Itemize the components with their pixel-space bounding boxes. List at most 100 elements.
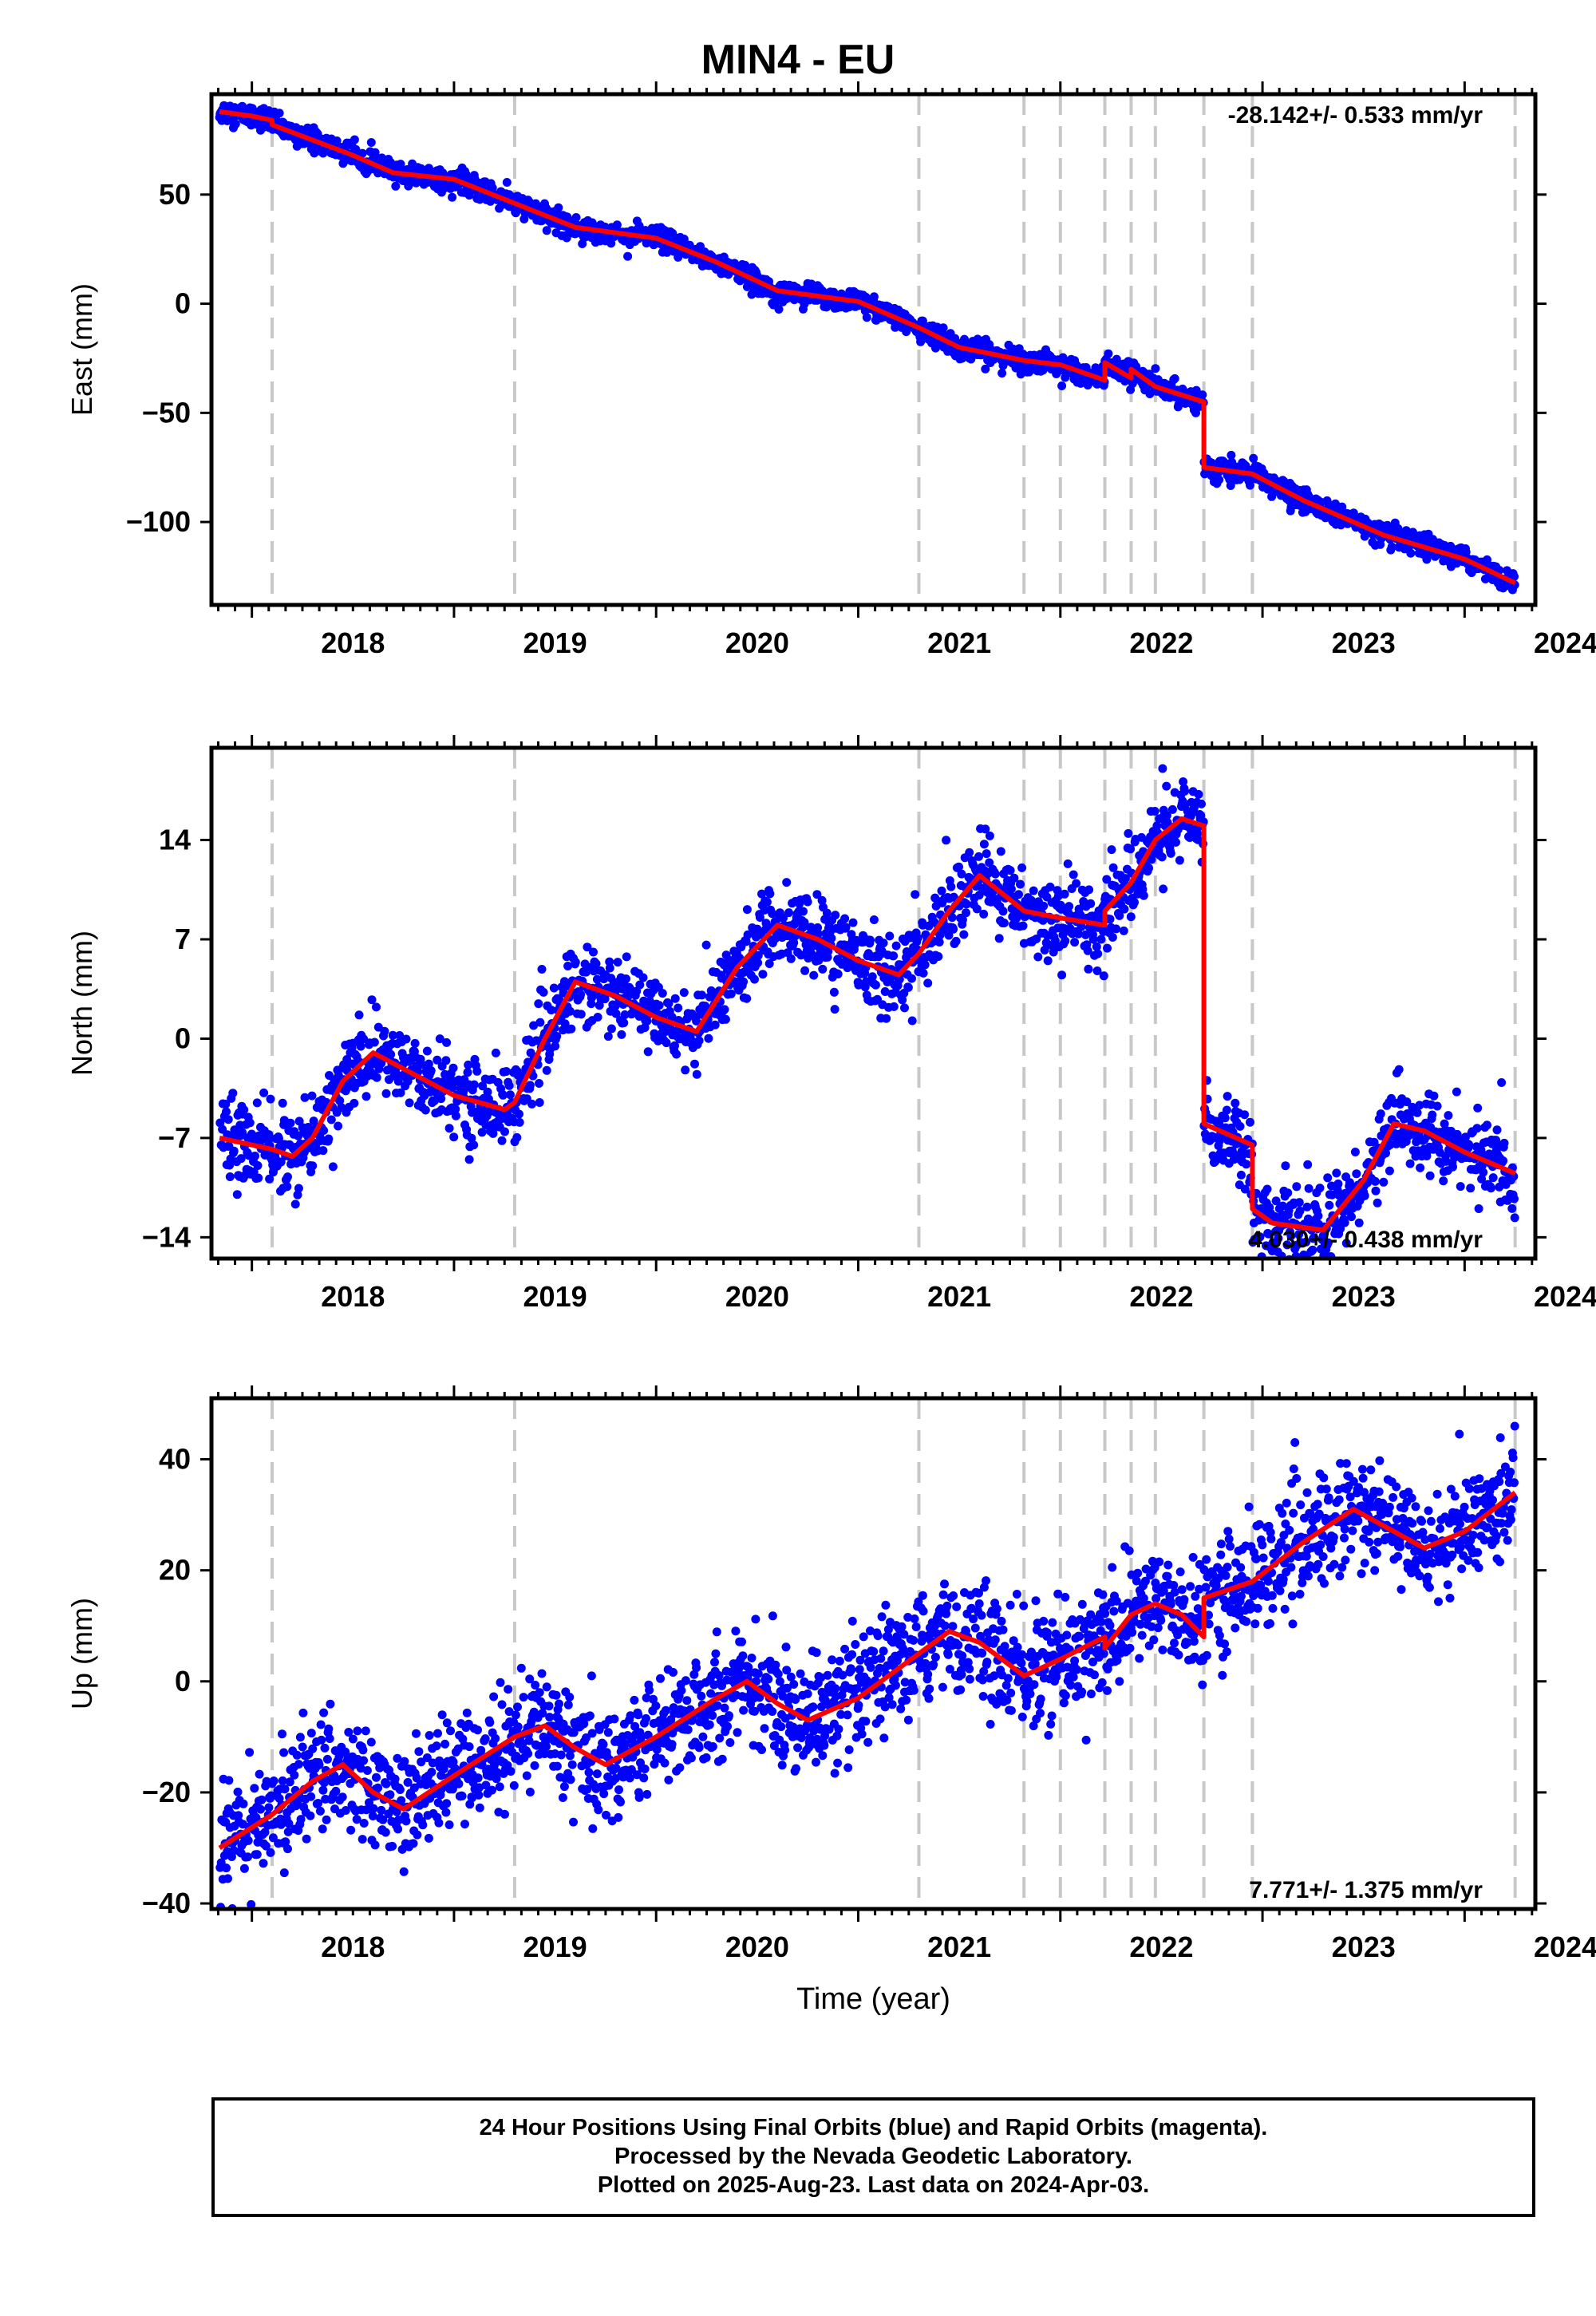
data-point [979, 909, 989, 919]
data-point [497, 1136, 507, 1145]
data-point [765, 889, 775, 899]
data-point [1171, 837, 1180, 847]
data-point [449, 1132, 459, 1142]
data-point [612, 220, 622, 230]
data-point [294, 1760, 303, 1769]
data-point [959, 930, 969, 939]
data-point [307, 1091, 317, 1101]
data-point [720, 1005, 729, 1014]
data-point [243, 1836, 253, 1845]
data-point [370, 1840, 380, 1850]
data-point [1318, 1231, 1328, 1241]
data-point [1310, 1233, 1319, 1243]
data-point [464, 1060, 473, 1069]
data-point [726, 989, 736, 998]
data-point [784, 908, 793, 918]
data-point [1039, 901, 1049, 911]
y-tick-label: −7 [158, 1121, 191, 1154]
data-point [742, 905, 752, 915]
data-point [265, 1174, 275, 1184]
y-tick-label: 7 [175, 923, 191, 955]
data-point [658, 989, 667, 998]
data-point [353, 1726, 362, 1736]
data-point [378, 1815, 388, 1824]
data-point [334, 1752, 344, 1761]
data-point [422, 1046, 432, 1056]
data-point [463, 1068, 472, 1077]
data-point [395, 1785, 405, 1794]
data-point [228, 1089, 238, 1098]
data-point [1029, 886, 1038, 895]
data-point [674, 252, 683, 262]
data-point [803, 897, 812, 907]
data-point [380, 1026, 389, 1036]
data-point [1464, 1140, 1474, 1149]
y-tick-label: 50 [159, 178, 191, 211]
data-point [947, 913, 957, 923]
data-point [259, 1088, 269, 1097]
data-point [257, 1795, 267, 1804]
data-point [643, 1047, 653, 1057]
data-point [605, 957, 614, 966]
data-point [238, 1128, 247, 1137]
data-point [617, 1030, 626, 1039]
data-point [318, 1785, 328, 1795]
data-point [1103, 943, 1112, 953]
data-point [1102, 875, 1112, 884]
data-point [369, 1037, 379, 1047]
data-point [1360, 1191, 1369, 1200]
y-tick-label: −50 [142, 396, 191, 429]
data-point [444, 1124, 454, 1133]
data-point [619, 1018, 629, 1028]
data-point [322, 1754, 332, 1764]
data-point [996, 847, 1005, 856]
data-point [1198, 390, 1207, 400]
data-point [1323, 1173, 1333, 1183]
y-axis-label: East (mm) [65, 283, 98, 416]
data-point [302, 1834, 311, 1844]
data-point [306, 1792, 316, 1801]
data-point [1162, 811, 1171, 820]
data-point [515, 1109, 523, 1119]
data-point [399, 1867, 409, 1876]
data-point [1376, 1109, 1385, 1119]
data-point [1379, 1177, 1389, 1187]
data-point [654, 1001, 664, 1010]
data-point [981, 824, 990, 834]
data-point [1263, 1229, 1273, 1239]
data-point [1281, 1161, 1290, 1171]
data-point [1371, 1186, 1381, 1196]
data-point [1352, 1169, 1361, 1179]
data-point [377, 1805, 386, 1815]
plot-area [215, 94, 1519, 605]
data-point [1159, 884, 1168, 894]
data-point [674, 1003, 683, 1013]
data-point [1246, 1117, 1254, 1127]
data-point [750, 974, 759, 984]
data-point [958, 915, 967, 924]
data-point [592, 974, 602, 984]
data-point [1444, 1111, 1453, 1120]
data-point [222, 1863, 231, 1873]
data-point [239, 1105, 249, 1115]
rate-label: -28.142+/- 0.533 mm/yr [1228, 102, 1483, 128]
data-point [372, 1773, 381, 1782]
data-point [254, 1173, 263, 1183]
data-point [1492, 1125, 1502, 1135]
data-point [1452, 1087, 1461, 1097]
data-point [1016, 879, 1025, 889]
data-point [1017, 863, 1027, 872]
data-point [469, 1080, 479, 1089]
data-point [694, 1036, 704, 1045]
data-point [743, 930, 753, 939]
data-point [799, 907, 808, 916]
data-point [813, 929, 823, 939]
data-point [1152, 821, 1162, 831]
data-point [239, 1863, 249, 1873]
data-point [231, 119, 240, 128]
data-point [1231, 1098, 1240, 1108]
data-point [256, 1804, 265, 1814]
data-point [223, 1115, 233, 1124]
data-point [320, 1743, 330, 1753]
